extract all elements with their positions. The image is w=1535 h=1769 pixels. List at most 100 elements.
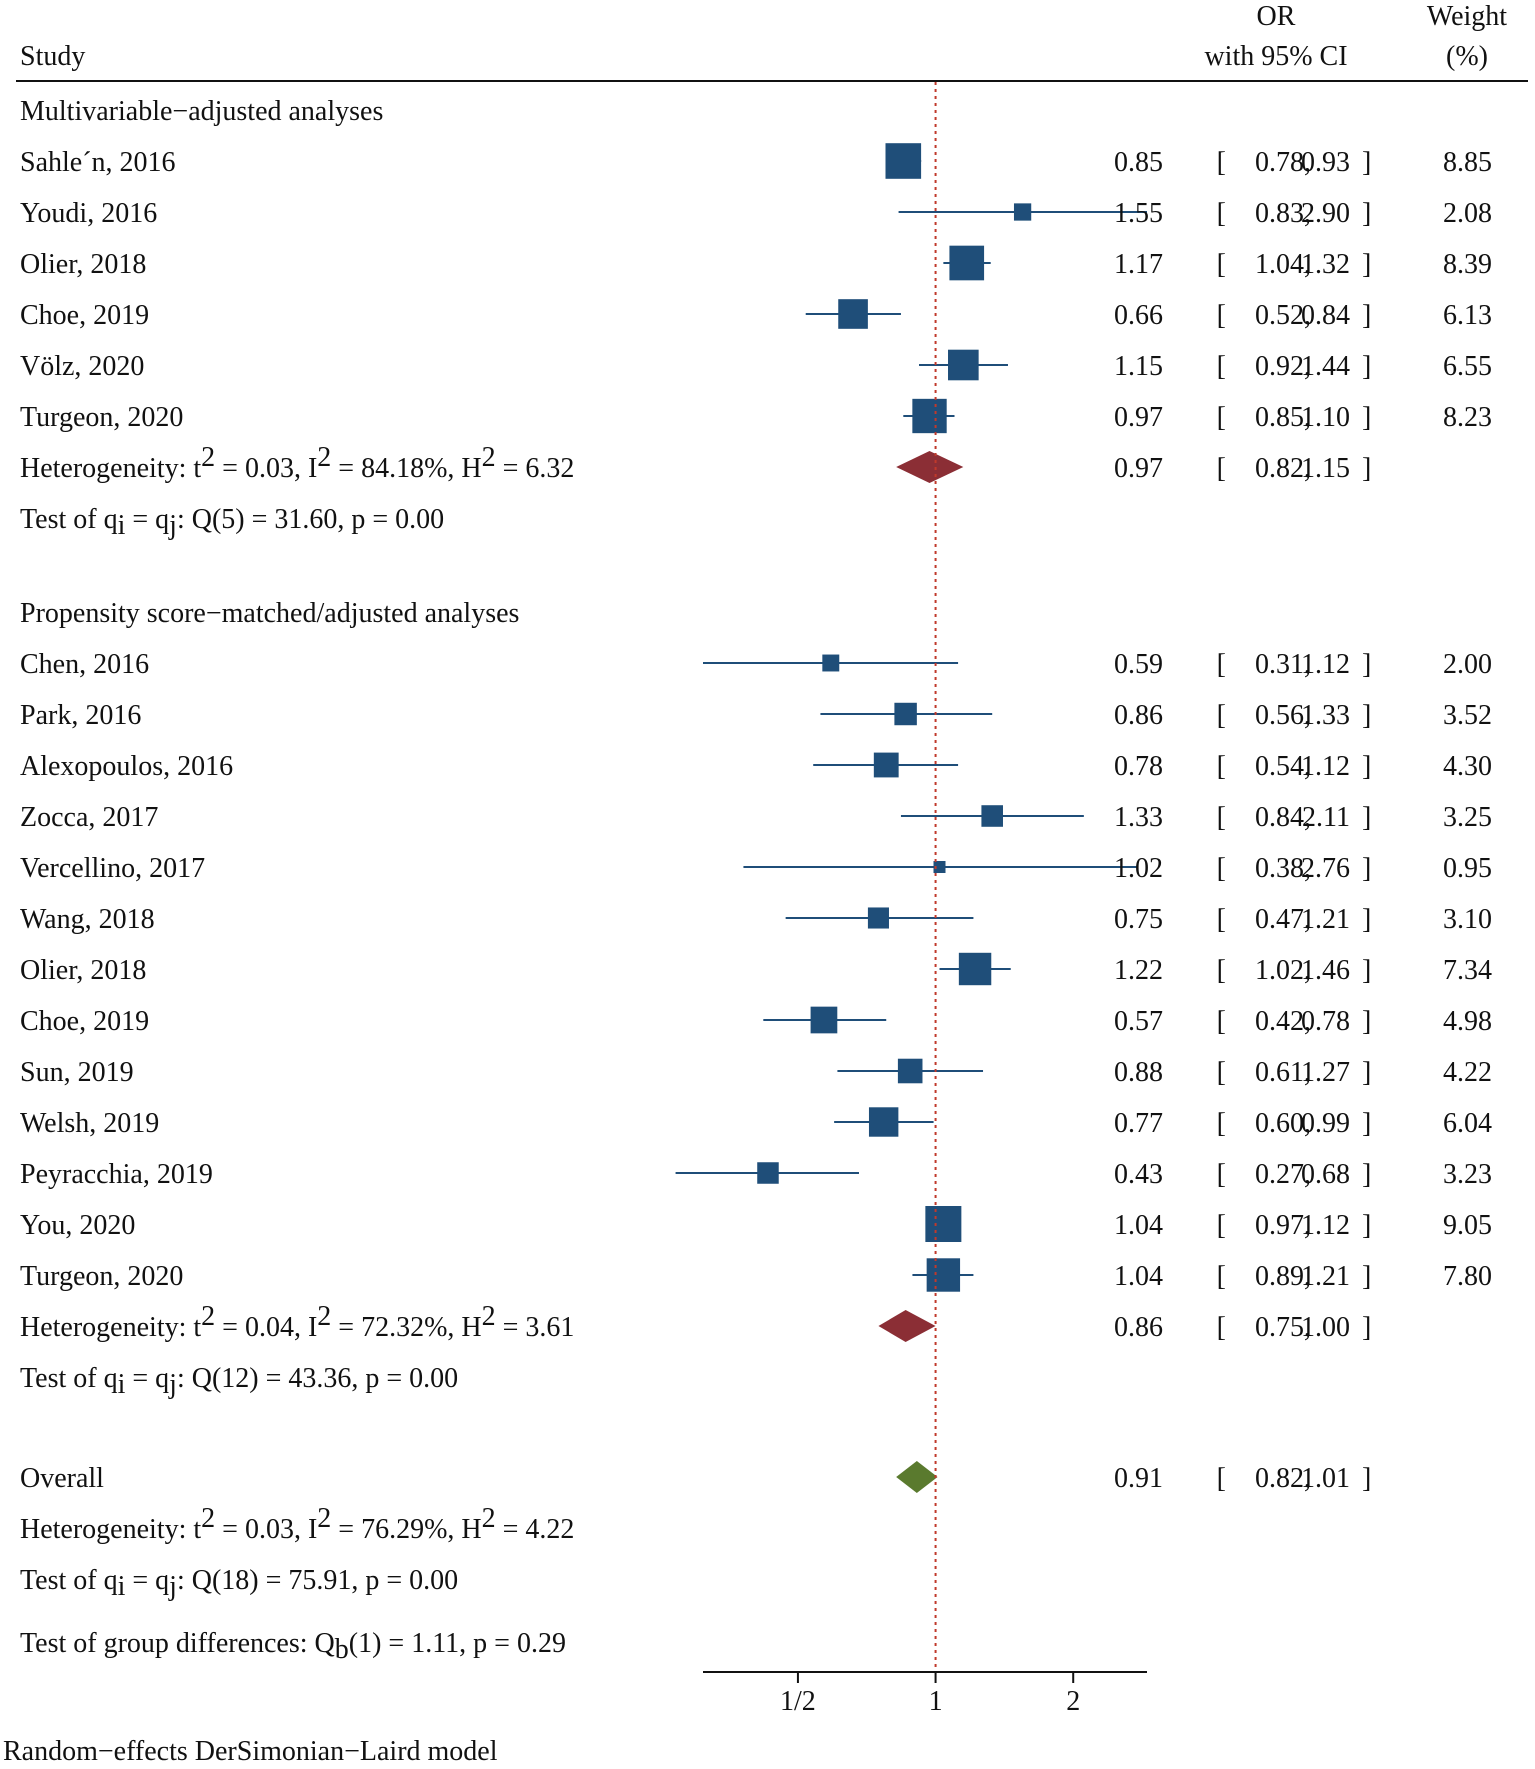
group-1-study-6-name: Turgeon, 2020: [20, 402, 183, 433]
group-1-study-2-ci-lower: 0.83,: [1255, 198, 1311, 229]
group-2-study-6-ci-lower: 0.47,: [1255, 904, 1311, 935]
group-1-study-2-ci-close-bracket: ]: [1362, 198, 1371, 229]
group-1-study-4-ci-close-bracket: ]: [1362, 300, 1371, 331]
group-2-study-5-marker: [933, 861, 946, 873]
group-1-study-4-marker: [838, 299, 868, 329]
group-1-study-3-ci-upper: 1.32: [1301, 249, 1350, 280]
group-1-study-4-name: Choe, 2019: [20, 300, 149, 331]
group-2-study-5-ci-upper: 2.76: [1301, 853, 1350, 884]
group-2-study-5-weight: 0.95: [1443, 853, 1492, 884]
group-2-study-3-or-value: 0.78: [1114, 751, 1163, 782]
header-weight: Weight: [1427, 1, 1507, 32]
group-2-study-3-marker: [873, 752, 899, 778]
header-weight-unit: (%): [1446, 41, 1488, 72]
group-2-study-13-ci-close-bracket: ]: [1362, 1261, 1371, 1292]
group-2-study-9-or-value: 0.88: [1114, 1057, 1163, 1088]
group-2-study-12-ci-lower: 0.97,: [1255, 1210, 1311, 1241]
group-1-pooled-ci-open-bracket: [: [1217, 453, 1226, 484]
group-2-study-7-name: Olier, 2018: [20, 955, 146, 986]
group-difference-test: Test of group differences: Qb(1) = 1.11,…: [20, 1628, 566, 1665]
group-2-study-2-ci-upper: 1.33: [1301, 700, 1350, 731]
group-1-study-3-ci-open-bracket: [: [1217, 249, 1226, 280]
group-2-study-8-name: Choe, 2019: [20, 1006, 149, 1037]
group-2-study-2-weight: 3.52: [1443, 700, 1492, 731]
group-2-study-5-name: Vercellino, 2017: [20, 853, 205, 884]
group-2-study-13-or-value: 1.04: [1114, 1261, 1163, 1292]
group-1-pooled-ci-upper: 1.15: [1301, 453, 1350, 484]
group-1-study-6-marker: [912, 398, 947, 434]
group-2-study-13-ci-lower: 0.89,: [1255, 1261, 1311, 1292]
group-2-pooled-ci-close-bracket: ]: [1362, 1312, 1371, 1343]
group-2-study-4-marker: [981, 805, 1003, 827]
group-2-study-9-marker: [897, 1058, 923, 1084]
group-2-study-6-ci-open-bracket: [: [1217, 904, 1226, 935]
group-2-pooled-ci-open-bracket: [: [1217, 1312, 1226, 1343]
group-2-label: Propensity score−matched/adjusted analys…: [20, 598, 519, 629]
group-2-study-11-or-value: 0.43: [1114, 1159, 1163, 1190]
group-1-study-5-ci-lower: 0.92,: [1255, 351, 1311, 382]
group-1-study-2-name: Youdi, 2016: [20, 198, 157, 229]
group-2-study-1-ci-lower: 0.31,: [1255, 649, 1311, 680]
group-1-study-1-or-value: 0.85: [1114, 147, 1163, 178]
overall-diamond: [896, 1461, 938, 1493]
group-2-study-9-ci-open-bracket: [: [1217, 1057, 1226, 1088]
group-2-study-12-ci-close-bracket: ]: [1362, 1210, 1371, 1241]
group-2-study-7-ci-upper: 1.46: [1301, 955, 1350, 986]
group-1-label: Multivariable−adjusted analyses: [20, 96, 383, 127]
group-2-study-1-ci-upper: 1.12: [1301, 649, 1350, 680]
group-2-study-9-name: Sun, 2019: [20, 1057, 134, 1088]
group-1-study-1-weight: 8.85: [1443, 147, 1492, 178]
group-2-study-3-weight: 4.30: [1443, 751, 1492, 782]
group-2-study-3-ci-lower: 0.54,: [1255, 751, 1311, 782]
group-1-study-3-ci-lower: 1.04,: [1255, 249, 1311, 280]
header-or: OR: [1257, 1, 1296, 32]
group-2-study-3-ci-close-bracket: ]: [1362, 751, 1371, 782]
group-2-pooled-or-value: 0.86: [1114, 1312, 1163, 1343]
group-1-study-6-ci-close-bracket: ]: [1362, 402, 1371, 433]
group-1-study-6-ci-lower: 0.85,: [1255, 402, 1311, 433]
group-1-study-2-ci-upper: 2.90: [1301, 198, 1350, 229]
group-2-study-10-ci-close-bracket: ]: [1362, 1108, 1371, 1139]
group-2-study-6-name: Wang, 2018: [20, 904, 155, 935]
group-1-study-2-weight: 2.08: [1443, 198, 1492, 229]
group-2-study-8-or-value: 0.57: [1114, 1006, 1163, 1037]
group-2-study-5-ci-open-bracket: [: [1217, 853, 1226, 884]
group-2-study-12-or-value: 1.04: [1114, 1210, 1163, 1241]
group-1-study-5-ci-open-bracket: [: [1217, 351, 1226, 382]
group-1-heterogeneity: Heterogeneity: t2 = 0.03, I2 = 84.18%, H…: [20, 442, 574, 484]
group-2-study-7-weight: 7.34: [1443, 955, 1492, 986]
x-tick-label-2: 1: [929, 1686, 943, 1717]
group-1-study-2-ci-open-bracket: [: [1217, 198, 1226, 229]
group-2-study-10-ci-lower: 0.60,: [1255, 1108, 1311, 1139]
group-2-study-10-or-value: 0.77: [1114, 1108, 1163, 1139]
overall-heterogeneity: Heterogeneity: t2 = 0.03, I2 = 76.29%, H…: [20, 1503, 574, 1545]
group-2-study-10-weight: 6.04: [1443, 1108, 1492, 1139]
group-2-test: Test of qi = qj: Q(12) = 43.36, p = 0.00: [20, 1363, 458, 1400]
group-2-study-2-ci-open-bracket: [: [1217, 700, 1226, 731]
group-2-study-7-marker: [958, 952, 992, 986]
group-2-study-11-ci-lower: 0.27,: [1255, 1159, 1311, 1190]
group-2-study-8-ci-open-bracket: [: [1217, 1006, 1226, 1037]
group-2-study-5-ci-close-bracket: ]: [1362, 853, 1371, 884]
group-2-study-6-or-value: 0.75: [1114, 904, 1163, 935]
group-1-study-4-ci-lower: 0.52,: [1255, 300, 1311, 331]
group-2-study-3-ci-open-bracket: [: [1217, 751, 1226, 782]
group-1-study-2-or-value: 1.55: [1114, 198, 1163, 229]
group-2-study-10-name: Welsh, 2019: [20, 1108, 159, 1139]
group-1-study-5-weight: 6.55: [1443, 351, 1492, 382]
group-2-study-2-ci-close-bracket: ]: [1362, 700, 1371, 731]
header-study: Study: [20, 41, 85, 72]
group-1-study-6-or-value: 0.97: [1114, 402, 1163, 433]
group-1-study-3-ci-close-bracket: ]: [1362, 249, 1371, 280]
group-2-study-12-marker: [925, 1206, 962, 1242]
group-2-study-4-or-value: 1.33: [1114, 802, 1163, 833]
group-1-study-1-ci-upper: 0.93: [1301, 147, 1350, 178]
group-2-study-12-weight: 9.05: [1443, 1210, 1492, 1241]
group-1-study-5-name: Völz, 2020: [20, 351, 144, 382]
group-2-study-8-ci-upper: 0.78: [1301, 1006, 1350, 1037]
group-2-study-11-ci-upper: 0.68: [1301, 1159, 1350, 1190]
group-2-study-8-weight: 4.98: [1443, 1006, 1492, 1037]
overall-ci-lower: 0.82,: [1255, 1463, 1311, 1494]
group-1-study-6-weight: 8.23: [1443, 402, 1492, 433]
